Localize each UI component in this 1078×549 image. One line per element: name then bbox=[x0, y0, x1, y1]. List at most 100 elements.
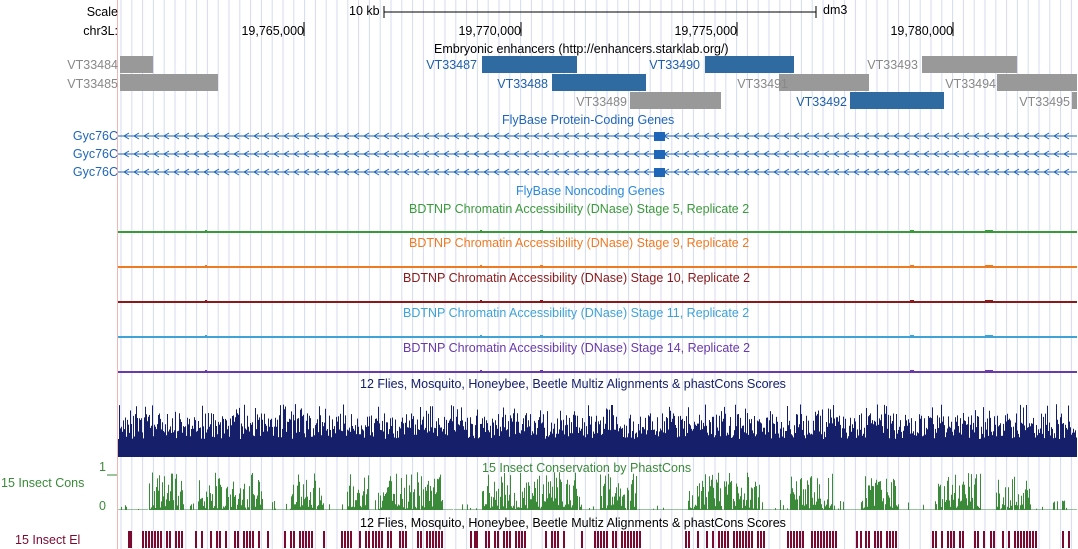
strand-arrow bbox=[193, 168, 200, 176]
conserved-element bbox=[299, 531, 301, 548]
conserved-element bbox=[874, 531, 876, 548]
conserved-element bbox=[877, 531, 879, 548]
conserved-element bbox=[820, 531, 822, 548]
dnase-peak bbox=[205, 300, 207, 302]
strand-arrow bbox=[643, 150, 650, 158]
strand-arrow bbox=[583, 168, 590, 176]
enhancer-label[interactable]: VT33488 bbox=[497, 77, 548, 91]
strand-arrow bbox=[813, 150, 820, 158]
conserved-element bbox=[243, 531, 245, 548]
conserved-element bbox=[494, 531, 496, 548]
conserved-element bbox=[594, 531, 596, 548]
conservation-track[interactable] bbox=[107, 472, 1077, 510]
gene-left-label[interactable]: Gyc76C bbox=[72, 147, 118, 161]
dnase-tracks[interactable] bbox=[118, 230, 1077, 373]
conserved-element bbox=[284, 531, 286, 548]
enhancer-label[interactable]: VT33491 bbox=[737, 77, 788, 91]
strand-arrow bbox=[703, 150, 710, 158]
strand-arrow bbox=[263, 150, 270, 158]
strand-arrow bbox=[613, 132, 620, 140]
enhancer-left-label[interactable]: VT33484 bbox=[67, 58, 118, 72]
strand-arrow bbox=[823, 150, 830, 158]
multiz-track[interactable] bbox=[118, 404, 1077, 457]
strand-arrow bbox=[483, 150, 490, 158]
elements-left-label[interactable]: 15 Insect El bbox=[15, 533, 81, 547]
conserved-element bbox=[796, 531, 798, 548]
strand-arrow bbox=[1033, 150, 1040, 158]
strand-arrow bbox=[183, 132, 190, 140]
cons-track-title: 15 Insect Conservation by PhastCons bbox=[482, 461, 692, 475]
conserved-element bbox=[597, 531, 599, 548]
conserved-element bbox=[341, 531, 343, 548]
strand-arrow bbox=[133, 168, 140, 176]
strand-arrow bbox=[1053, 132, 1060, 140]
strand-arrow bbox=[343, 168, 350, 176]
conserved-element bbox=[814, 531, 816, 548]
conserved-element bbox=[210, 531, 212, 548]
gene-left-label[interactable]: Gyc76C bbox=[72, 165, 118, 179]
strand-arrow bbox=[973, 168, 980, 176]
conserved-element bbox=[621, 531, 623, 548]
strand-arrow bbox=[193, 132, 200, 140]
strand-arrow bbox=[593, 168, 600, 176]
conserved-element bbox=[817, 531, 819, 548]
strand-arrow bbox=[603, 132, 610, 140]
gene-left-label[interactable]: Gyc76C bbox=[72, 129, 118, 143]
enhancer-label[interactable]: VT33495 bbox=[1019, 95, 1070, 109]
strand-arrow bbox=[853, 150, 860, 158]
strand-arrow bbox=[963, 132, 970, 140]
strand-arrow bbox=[613, 150, 620, 158]
conserved-element bbox=[503, 531, 505, 548]
enhancer-label[interactable]: VT33490 bbox=[649, 58, 700, 72]
strand-arrow bbox=[123, 132, 130, 140]
strand-arrow bbox=[253, 150, 260, 158]
strand-arrow bbox=[923, 168, 930, 176]
strand-arrow bbox=[903, 168, 910, 176]
enhancer-label[interactable]: VT33489 bbox=[576, 95, 627, 109]
strand-arrow bbox=[1063, 150, 1070, 158]
strand-arrow bbox=[913, 150, 920, 158]
cons-ymax-label: 1 bbox=[99, 460, 106, 474]
strand-arrow bbox=[513, 132, 520, 140]
strand-arrow bbox=[693, 132, 700, 140]
strand-arrow bbox=[153, 168, 160, 176]
enhancer-left-label[interactable]: VT33485 bbox=[67, 77, 118, 91]
strand-arrow bbox=[963, 168, 970, 176]
strand-arrow bbox=[383, 150, 390, 158]
strand-arrow bbox=[583, 150, 590, 158]
strand-arrow bbox=[713, 132, 720, 140]
strand-arrow bbox=[473, 168, 480, 176]
conserved-element bbox=[347, 531, 349, 548]
conserved-element bbox=[835, 531, 837, 548]
enhancer-label[interactable]: VT33492 bbox=[796, 95, 847, 109]
conserved-elements-track[interactable] bbox=[128, 531, 1070, 548]
conserved-element bbox=[497, 531, 499, 548]
enhancer-track[interactable] bbox=[120, 56, 1077, 109]
cons-left-label[interactable]: 15 Insect Cons bbox=[1, 476, 85, 490]
conserved-element bbox=[249, 531, 251, 548]
conserved-element bbox=[889, 531, 891, 548]
base-position-ruler[interactable] bbox=[303, 6, 954, 36]
conserved-element bbox=[130, 531, 132, 548]
strand-arrow bbox=[203, 150, 210, 158]
strand-arrow bbox=[703, 168, 710, 176]
conserved-element bbox=[160, 531, 162, 548]
conserved-element bbox=[429, 531, 431, 548]
strand-arrow bbox=[383, 168, 390, 176]
enhancer-label[interactable]: VT33494 bbox=[945, 77, 996, 91]
dnase-stage5-title: BDTNP Chromatin Accessibility (DNase) St… bbox=[409, 202, 750, 216]
strand-arrow bbox=[613, 168, 620, 176]
protein-coding-gene-track[interactable] bbox=[118, 132, 1077, 177]
strand-arrow bbox=[333, 150, 340, 158]
conserved-element bbox=[1026, 531, 1028, 548]
strand-arrow bbox=[623, 150, 630, 158]
enhancer-label[interactable]: VT33487 bbox=[426, 58, 477, 72]
strand-arrow bbox=[793, 150, 800, 158]
enhancer-block bbox=[922, 56, 1017, 73]
enhancer-label[interactable]: VT33493 bbox=[867, 58, 918, 72]
conserved-element bbox=[378, 531, 380, 548]
strand-arrow bbox=[603, 168, 610, 176]
strand-arrow bbox=[813, 132, 820, 140]
strand-arrow bbox=[423, 132, 430, 140]
strand-arrow bbox=[363, 132, 370, 140]
